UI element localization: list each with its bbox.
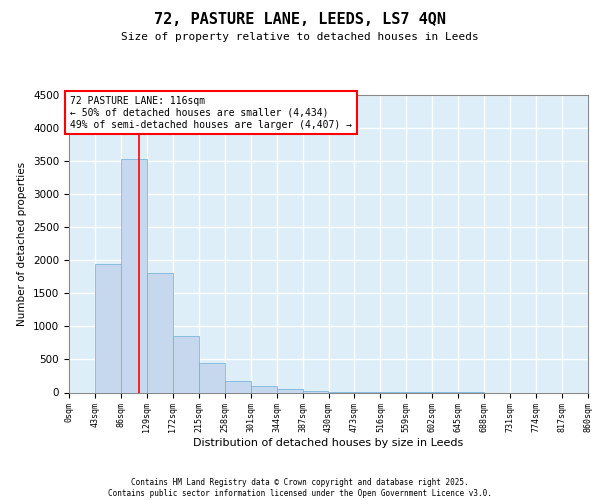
Bar: [251, 386, 277, 392]
Bar: [173, 336, 199, 392]
Text: Contains HM Land Registry data © Crown copyright and database right 2025.
Contai: Contains HM Land Registry data © Crown c…: [108, 478, 492, 498]
Y-axis label: Number of detached properties: Number of detached properties: [17, 162, 28, 326]
Bar: [224, 382, 251, 392]
Bar: [147, 273, 173, 392]
Bar: [277, 389, 302, 392]
Bar: [121, 159, 147, 392]
Text: 72 PASTURE LANE: 116sqm
← 50% of detached houses are smaller (4,434)
49% of semi: 72 PASTURE LANE: 116sqm ← 50% of detache…: [70, 96, 352, 130]
Bar: [95, 264, 121, 392]
X-axis label: Distribution of detached houses by size in Leeds: Distribution of detached houses by size …: [193, 438, 464, 448]
Text: Size of property relative to detached houses in Leeds: Size of property relative to detached ho…: [121, 32, 479, 42]
Bar: [302, 390, 329, 392]
Bar: [199, 364, 224, 392]
Text: 72, PASTURE LANE, LEEDS, LS7 4QN: 72, PASTURE LANE, LEEDS, LS7 4QN: [154, 12, 446, 28]
